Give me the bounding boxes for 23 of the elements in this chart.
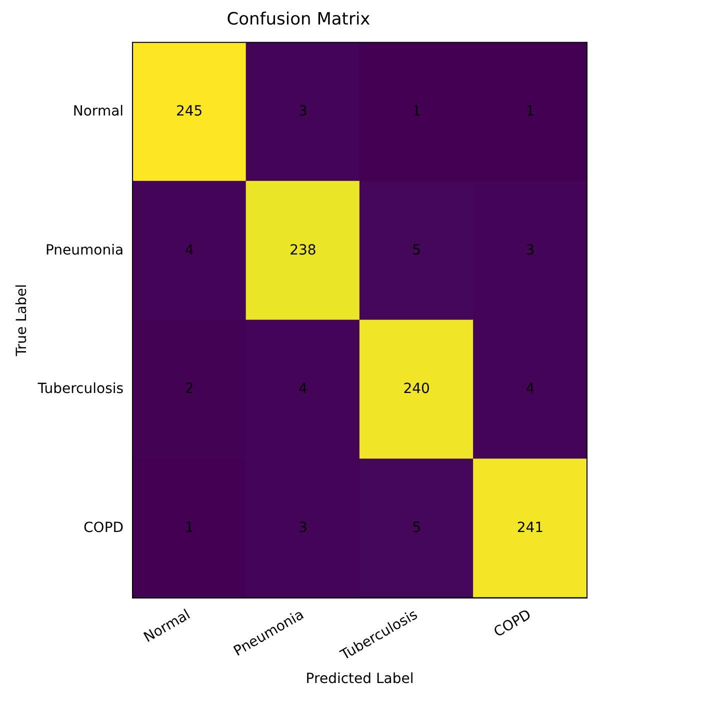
y-tick-label: COPD <box>84 520 124 536</box>
data-label: 3 <box>298 103 308 120</box>
data-label: 4 <box>298 381 308 398</box>
data-label: 1 <box>412 103 422 120</box>
data-label: 3 <box>298 520 308 536</box>
y-axis-title: True Label <box>14 284 30 358</box>
data-label: 1 <box>184 520 194 536</box>
data-label: 245 <box>176 103 203 120</box>
data-label: 5 <box>412 242 422 258</box>
data-label: 5 <box>412 520 422 536</box>
y-tick-label: Normal <box>72 103 124 120</box>
chart-title: Confusion Matrix <box>226 10 370 30</box>
data-label: 2 <box>184 381 194 398</box>
data-label: 4 <box>184 242 194 258</box>
data-label: 4 <box>526 381 535 398</box>
data-label: 238 <box>290 242 316 258</box>
data-label: 240 <box>403 381 430 398</box>
data-label: 241 <box>516 520 544 536</box>
data-label: 3 <box>526 242 535 258</box>
x-axis-title: Predicted Label <box>306 671 414 688</box>
y-tick-label: Tuberculosis <box>36 381 124 398</box>
y-tick-label: Pneumonia <box>45 242 124 258</box>
data-label: 1 <box>526 103 535 120</box>
